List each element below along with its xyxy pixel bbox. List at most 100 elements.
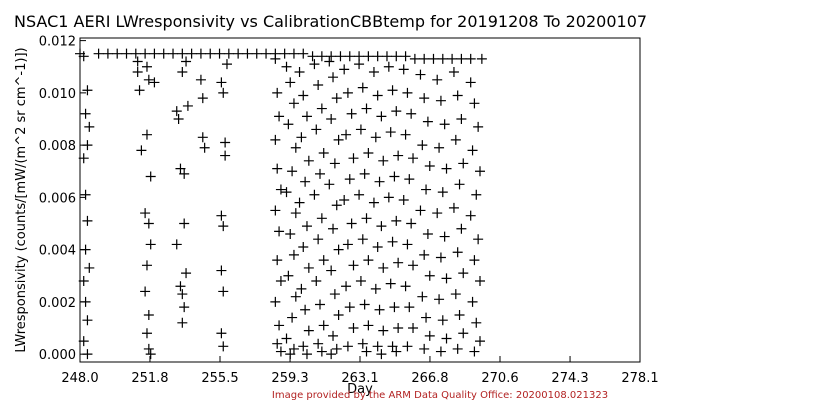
data-point	[357, 234, 368, 245]
data-point	[402, 341, 413, 352]
data-point	[415, 205, 426, 216]
data-point	[342, 87, 353, 98]
data-point	[316, 346, 327, 357]
data-point	[315, 168, 325, 179]
data-point	[441, 273, 452, 284]
data-point	[300, 176, 311, 187]
data-point	[363, 51, 374, 62]
data-point	[216, 210, 227, 221]
data-point	[434, 294, 445, 305]
data-point	[307, 51, 318, 62]
data-point	[331, 200, 342, 211]
data-point	[112, 48, 123, 59]
data-point	[441, 333, 452, 344]
data-point	[270, 205, 281, 216]
data-point	[437, 187, 448, 198]
data-point	[424, 270, 435, 281]
data-point	[290, 291, 301, 302]
data-point	[370, 283, 381, 294]
data-point	[437, 53, 448, 64]
data-point	[391, 215, 402, 226]
data-point	[275, 346, 286, 357]
y-tick-label: 0.000	[39, 348, 76, 363]
data-point	[275, 184, 286, 195]
data-point	[179, 302, 190, 313]
data-point	[288, 98, 299, 109]
data-point	[448, 66, 459, 77]
data-point	[408, 260, 419, 271]
data-point	[177, 66, 188, 77]
data-point	[372, 90, 383, 101]
data-point	[326, 349, 337, 360]
data-point	[417, 291, 428, 302]
data-point	[419, 249, 430, 260]
data-point	[313, 338, 324, 349]
data-point	[475, 336, 485, 347]
data-point	[171, 106, 182, 117]
data-point	[179, 168, 190, 179]
data-point	[84, 262, 95, 273]
data-point	[288, 249, 299, 260]
data-point	[333, 244, 344, 255]
x-axis-label: Day	[347, 382, 373, 397]
data-point	[158, 48, 169, 59]
data-point	[78, 51, 89, 62]
data-point	[300, 304, 311, 315]
data-point	[313, 234, 324, 245]
data-point	[140, 208, 151, 219]
data-point	[372, 341, 383, 352]
data-point	[381, 51, 392, 62]
data-point	[389, 302, 400, 313]
data-point	[404, 302, 415, 313]
data-point	[179, 218, 190, 229]
data-point	[326, 51, 337, 62]
data-point	[303, 155, 314, 166]
data-point	[102, 48, 113, 59]
data-point	[355, 276, 366, 286]
data-point	[354, 189, 365, 200]
data-point	[78, 153, 89, 164]
data-point	[326, 265, 337, 276]
data-point	[339, 195, 350, 205]
data-point	[318, 255, 329, 266]
data-point	[80, 108, 91, 119]
data-point	[387, 85, 398, 96]
data-point	[141, 129, 152, 140]
data-point	[288, 343, 299, 354]
data-point	[331, 93, 342, 104]
data-point	[216, 265, 227, 276]
data-point	[145, 171, 156, 182]
data-point	[274, 111, 285, 122]
y-tick-label: 0.008	[39, 139, 76, 154]
data-point	[458, 268, 469, 279]
data-point	[428, 53, 439, 64]
data-point	[408, 153, 419, 164]
data-point	[130, 48, 141, 59]
data-point	[281, 333, 292, 344]
data-point	[378, 155, 389, 166]
data-point	[341, 129, 352, 140]
data-point	[439, 231, 450, 242]
data-point	[406, 218, 417, 229]
data-point	[393, 323, 404, 334]
data-point	[421, 312, 432, 323]
data-point	[372, 242, 383, 253]
data-point	[285, 228, 296, 239]
data-point	[452, 90, 463, 101]
data-point	[261, 48, 272, 59]
data-point	[402, 87, 413, 98]
data-point	[447, 53, 458, 64]
data-point	[272, 163, 283, 174]
data-point	[398, 195, 409, 205]
data-point	[435, 346, 446, 357]
data-point	[316, 213, 327, 224]
data-points	[75, 48, 487, 360]
data-point	[199, 142, 210, 153]
data-point	[473, 234, 484, 245]
data-point	[398, 64, 409, 75]
data-point	[376, 111, 387, 122]
data-point	[408, 323, 419, 334]
data-point	[475, 276, 485, 286]
data-point	[296, 283, 307, 294]
data-point	[385, 278, 396, 289]
